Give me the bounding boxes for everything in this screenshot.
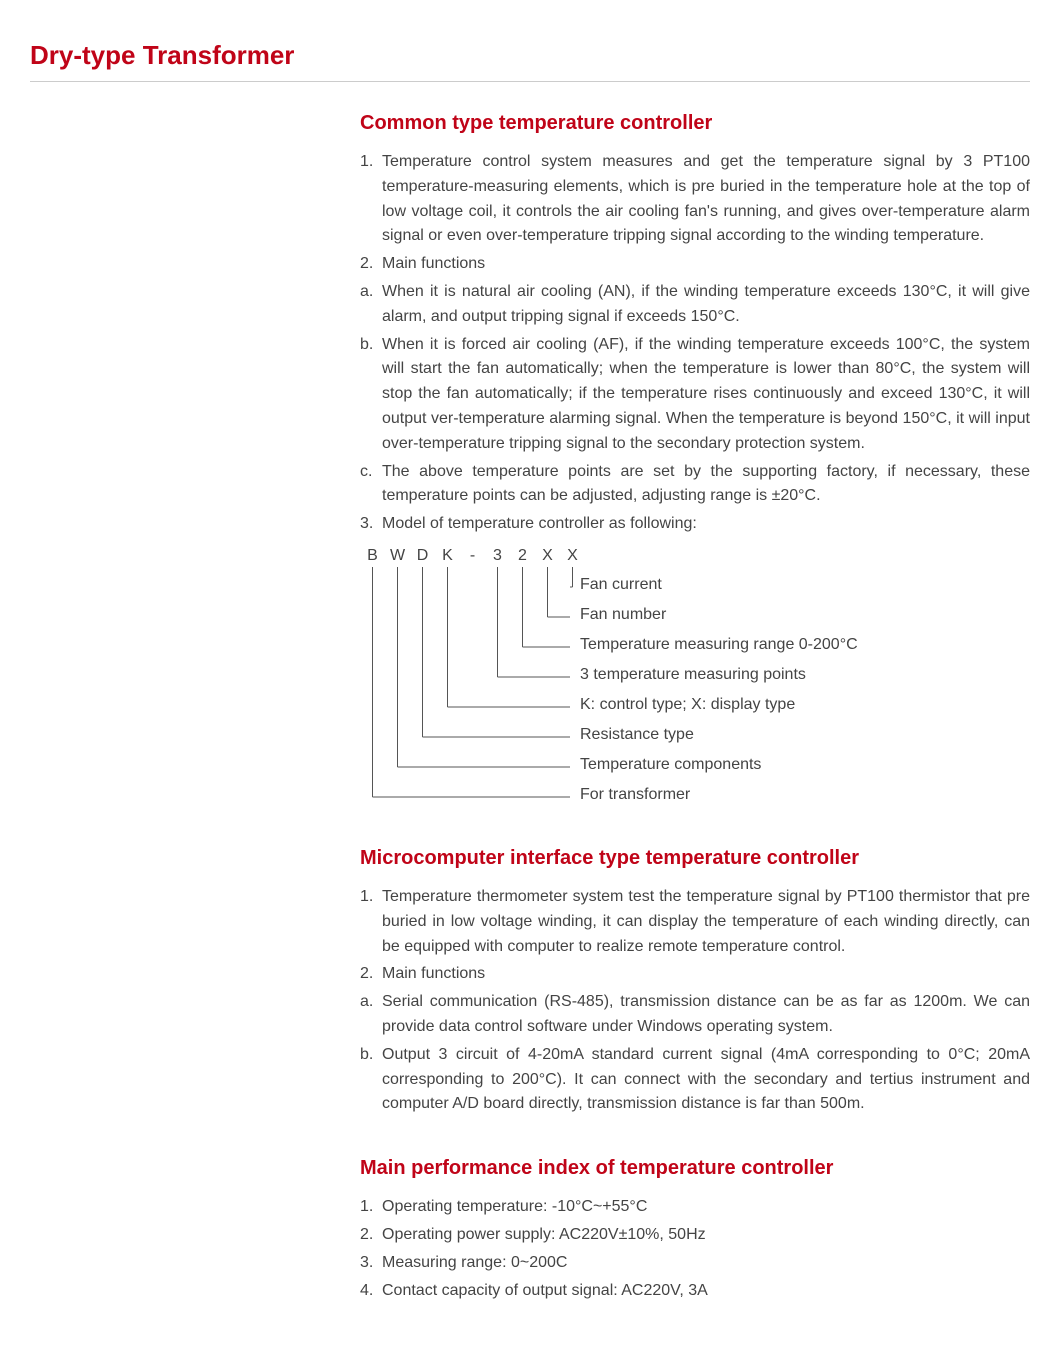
model-char: B	[360, 547, 385, 565]
item-text: When it is forced air cooling (AF), if t…	[382, 333, 1030, 457]
item-text: When it is natural air cooling (AN), if …	[382, 280, 1030, 330]
model-char: X	[535, 547, 560, 565]
item-marker: 2.	[360, 962, 382, 987]
list-item: 1.Operating temperature: -10°C~+55°C	[360, 1195, 1030, 1220]
item-marker: 3.	[360, 1251, 382, 1276]
diagram-label: Fan number	[580, 606, 666, 624]
item-text: Temperature thermometer system test the …	[382, 885, 1030, 959]
model-char: 3	[485, 547, 510, 565]
list-item: 4.Contact capacity of output signal: AC2…	[360, 1279, 1030, 1304]
item-text: Measuring range: 0~200C	[382, 1251, 1030, 1276]
item-marker: 4.	[360, 1279, 382, 1304]
model-char: W	[385, 547, 410, 565]
model-char: 2	[510, 547, 535, 565]
item-text: Temperature control system measures and …	[382, 150, 1030, 249]
list-item: b.When it is forced air cooling (AF), if…	[360, 333, 1030, 457]
list-item: 2.Main functions	[360, 962, 1030, 987]
diagram-label: Resistance type	[580, 726, 694, 744]
diagram-label: Temperature components	[580, 756, 761, 774]
model-char: X	[560, 547, 585, 565]
list-item: a.Serial communication (RS-485), transmi…	[360, 990, 1030, 1040]
diagram-label: Temperature measuring range 0-200°C	[580, 636, 858, 654]
model-char: D	[410, 547, 435, 565]
item-marker: 1.	[360, 885, 382, 959]
list-item: b.Output 3 circuit of 4-20mA standard cu…	[360, 1043, 1030, 1117]
section1-heading: Common type temperature controller	[360, 112, 1030, 135]
item-marker: b.	[360, 333, 382, 457]
item-text: Contact capacity of output signal: AC220…	[382, 1279, 1030, 1304]
item-text: Main functions	[382, 962, 1030, 987]
item-marker: 2.	[360, 252, 382, 277]
list-item: 3.Model of temperature controller as fol…	[360, 512, 1030, 537]
section2-heading: Microcomputer interface type temperature…	[360, 847, 1030, 870]
item-text: Operating power supply: AC220V±10%, 50Hz	[382, 1223, 1030, 1248]
list-item: 2.Main functions	[360, 252, 1030, 277]
item-marker: 3.	[360, 512, 382, 537]
list-item: 1.Temperature thermometer system test th…	[360, 885, 1030, 959]
item-text: Model of temperature controller as follo…	[382, 512, 1030, 537]
diagram-label: Fan current	[580, 576, 662, 594]
item-marker: 2.	[360, 1223, 382, 1248]
page-title: Dry-type Transformer	[30, 40, 1030, 82]
diagram-label: For transformer	[580, 786, 690, 804]
item-marker: b.	[360, 1043, 382, 1117]
section2-items: 1.Temperature thermometer system test th…	[360, 885, 1030, 1117]
item-text: The above temperature points are set by …	[382, 460, 1030, 510]
list-item: c.The above temperature points are set b…	[360, 460, 1030, 510]
diagram-label: K: control type; X: display type	[580, 696, 795, 714]
model-char: K	[435, 547, 460, 565]
section3-items: 1.Operating temperature: -10°C~+55°C2.Op…	[360, 1195, 1030, 1303]
list-item: 3.Measuring range: 0~200C	[360, 1251, 1030, 1276]
model-block: BWDK-32XX Fan currentFan numberTemperatu…	[360, 547, 1030, 817]
section1-items: 1.Temperature control system measures an…	[360, 150, 1030, 537]
item-marker: 1.	[360, 1195, 382, 1220]
item-marker: a.	[360, 990, 382, 1040]
content-column: Common type temperature controller 1.Tem…	[360, 112, 1030, 1303]
diagram-label: 3 temperature measuring points	[580, 666, 806, 684]
model-diagram: Fan current Fan number Temperature measuri…	[360, 567, 1030, 817]
section3-heading: Main performance index of temperature co…	[360, 1157, 1030, 1180]
item-marker: 1.	[360, 150, 382, 249]
item-text: Output 3 circuit of 4-20mA standard curr…	[382, 1043, 1030, 1117]
item-text: Main functions	[382, 252, 1030, 277]
list-item: a.When it is natural air cooling (AN), i…	[360, 280, 1030, 330]
model-char: -	[460, 547, 485, 565]
item-text: Serial communication (RS-485), transmiss…	[382, 990, 1030, 1040]
list-item: 2.Operating power supply: AC220V±10%, 50…	[360, 1223, 1030, 1248]
diagram-svg	[360, 567, 1030, 817]
item-text: Operating temperature: -10°C~+55°C	[382, 1195, 1030, 1220]
list-item: 1.Temperature control system measures an…	[360, 150, 1030, 249]
item-marker: c.	[360, 460, 382, 510]
item-marker: a.	[360, 280, 382, 330]
model-code: BWDK-32XX	[360, 547, 1030, 565]
